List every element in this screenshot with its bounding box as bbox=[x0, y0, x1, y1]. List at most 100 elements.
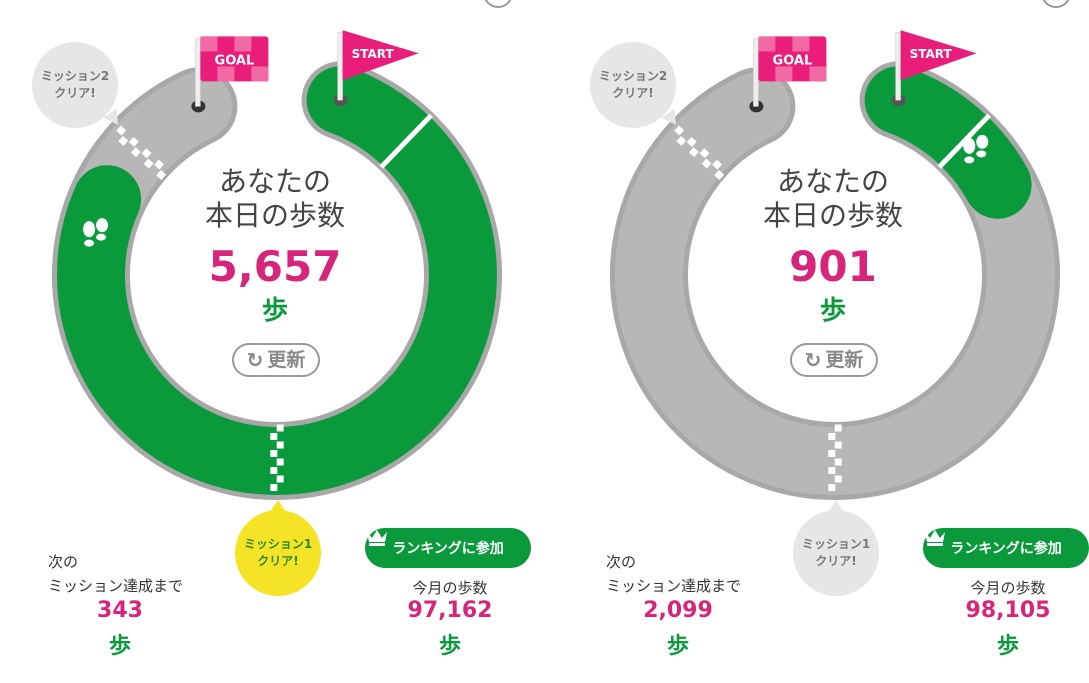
checker-square bbox=[276, 458, 284, 466]
refresh-button[interactable]: ↻ 更新 bbox=[790, 343, 878, 377]
mission2-line2: クリア! bbox=[612, 86, 654, 100]
next-label-line1: 次の bbox=[48, 553, 79, 571]
track-progress bbox=[864, 66, 1032, 219]
checker-square bbox=[674, 125, 685, 136]
next-label-line1: 次の bbox=[606, 553, 637, 571]
today-steps-unit: 歩 bbox=[261, 296, 288, 326]
checker-square bbox=[828, 433, 836, 440]
next-label-line2: ミッション達成まで bbox=[606, 577, 742, 595]
today-steps-title: あなたの 本日の歩数 bbox=[683, 165, 983, 233]
crown-icon bbox=[367, 530, 387, 546]
next-mission-steps: 2,099 bbox=[643, 598, 713, 623]
title-line1: あなたの bbox=[776, 165, 889, 198]
checker-square bbox=[834, 475, 842, 483]
checker-square bbox=[154, 159, 165, 170]
today-steps-title: あなたの 本日の歩数 bbox=[125, 165, 425, 233]
mission1-bubble: ミッション1 クリア! bbox=[793, 500, 879, 596]
month-steps-unit: 歩 bbox=[438, 634, 461, 659]
checker-square bbox=[270, 467, 278, 474]
checker-square bbox=[276, 475, 284, 483]
mission1-checkpoint bbox=[270, 424, 284, 491]
checker-square bbox=[276, 424, 284, 432]
checker-square bbox=[276, 441, 284, 449]
goal-flag-label: GOAL bbox=[773, 53, 813, 68]
checker-square bbox=[701, 158, 712, 169]
ranking-label: ランキングに参加 bbox=[392, 541, 504, 557]
checker-square bbox=[116, 125, 127, 136]
join-ranking-button[interactable]: ランキングに参加 bbox=[923, 528, 1089, 568]
next-mission-unit: 歩 bbox=[666, 634, 689, 659]
refresh-icon: ↻ bbox=[804, 348, 822, 372]
join-ranking-button[interactable]: ランキングに参加 bbox=[365, 528, 531, 568]
checker-square bbox=[270, 450, 278, 457]
lap-line bbox=[937, 113, 992, 169]
checker-square bbox=[130, 147, 141, 158]
checker-square bbox=[828, 467, 836, 474]
month-steps-value: 97,162 bbox=[407, 598, 493, 623]
checker-square bbox=[143, 158, 154, 169]
checker-square bbox=[714, 170, 725, 180]
month-steps-unit: 歩 bbox=[996, 634, 1019, 659]
mission1-checkpoint bbox=[828, 424, 842, 491]
checker-square bbox=[270, 433, 278, 440]
goal-flag-icon: GOAL bbox=[753, 36, 827, 107]
refresh-icon: ↻ bbox=[246, 348, 264, 372]
checker-square bbox=[118, 135, 129, 146]
refresh-button[interactable]: ↻ 更新 bbox=[232, 343, 320, 377]
checker-square bbox=[699, 148, 710, 159]
checker-square bbox=[834, 458, 842, 466]
checker-square bbox=[828, 484, 836, 491]
checker-square bbox=[834, 424, 842, 432]
title-line1: あなたの bbox=[218, 165, 331, 198]
checker-square bbox=[712, 159, 723, 170]
checker-square bbox=[828, 450, 836, 457]
title-line2: 本日の歩数 bbox=[762, 199, 903, 232]
footprints-icon bbox=[83, 218, 109, 247]
mission2-line2: クリア! bbox=[54, 86, 96, 100]
next-mission-steps: 343 bbox=[97, 598, 143, 623]
mission2-bubble: ミッション2 クリア! bbox=[590, 42, 676, 128]
mission1-line1: ミッション1 bbox=[801, 537, 871, 551]
today-steps-value: 901 bbox=[789, 242, 877, 291]
ranking-label: ランキングに参加 bbox=[950, 541, 1062, 557]
mission2-line1: ミッション2 bbox=[40, 69, 110, 83]
goal-flag-label: GOAL bbox=[215, 53, 255, 68]
checker-square bbox=[156, 170, 167, 180]
step-panel: GOAL START ミッション2 クリア! ミッション1 クリア! あなたの 本日の… bbox=[558, 0, 1089, 683]
next-mission-label: 次のミッション達成まで bbox=[606, 550, 741, 598]
step-panel: GOAL START ミッション2 クリア! ミッション1 クリア! あなたの 本日の… bbox=[0, 0, 545, 683]
course-track: GOAL START bbox=[52, 30, 502, 500]
start-flag-icon: START bbox=[337, 30, 419, 101]
course-track: GOAL START bbox=[610, 30, 1060, 500]
start-flag-label: START bbox=[352, 47, 395, 61]
crown-icon bbox=[925, 530, 945, 546]
mission2-bubble: ミッション2 クリア! bbox=[32, 42, 118, 128]
next-mission-unit: 歩 bbox=[108, 634, 131, 659]
checker-square bbox=[834, 441, 842, 449]
track-progress bbox=[56, 66, 497, 495]
start-flag-label: START bbox=[910, 47, 953, 61]
goal-flag-icon: GOAL bbox=[195, 36, 269, 107]
refresh-label: 更新 bbox=[267, 349, 306, 371]
mission1-bubble: ミッション1 クリア! bbox=[235, 500, 321, 596]
month-steps-label: 今月の歩数 bbox=[412, 579, 488, 597]
checker-square bbox=[688, 147, 699, 158]
mission2-checkpoint bbox=[116, 125, 167, 180]
checker-square bbox=[128, 136, 139, 147]
today-steps-value: 5,657 bbox=[208, 242, 342, 291]
refresh-label: 更新 bbox=[825, 349, 864, 371]
checker-square bbox=[686, 136, 697, 147]
checker-square bbox=[676, 135, 687, 146]
month-steps-label: 今月の歩数 bbox=[970, 579, 1046, 597]
start-flag-icon: START bbox=[895, 30, 977, 101]
title-line2: 本日の歩数 bbox=[204, 199, 345, 232]
month-steps-value: 98,105 bbox=[965, 598, 1051, 623]
next-label-line2: ミッション達成まで bbox=[48, 577, 184, 595]
mission1-line2: クリア! bbox=[257, 554, 299, 568]
checker-square bbox=[141, 148, 152, 159]
mission1-line1: ミッション1 bbox=[243, 537, 313, 551]
mission2-line1: ミッション2 bbox=[598, 69, 668, 83]
mission1-line2: クリア! bbox=[815, 554, 857, 568]
lap-line bbox=[379, 113, 434, 169]
next-mission-label: 次のミッション達成まで bbox=[48, 550, 183, 598]
